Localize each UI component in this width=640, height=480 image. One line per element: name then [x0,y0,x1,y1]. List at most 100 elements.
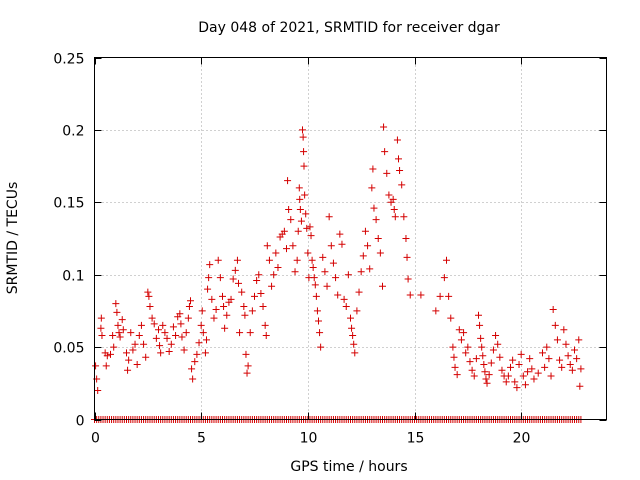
data-point [311,281,319,289]
data-point [507,363,514,371]
data-point [551,321,559,329]
data-point [146,303,154,311]
data-point [381,148,389,156]
data-point [110,343,118,351]
data-point [107,350,114,358]
data-point [236,329,244,337]
data-point [349,332,357,340]
data-point [348,324,356,332]
data-point [309,263,317,271]
data-point [575,336,583,344]
data-point [342,303,350,311]
data-point [478,343,486,351]
data-point [214,256,222,264]
data-point [385,191,393,199]
data-point [299,126,306,134]
data-point [549,305,557,313]
data-point [556,356,564,364]
data-point [243,369,251,377]
data-point [517,350,525,358]
data-point [296,195,304,203]
data-point [233,256,241,264]
data-point [329,259,337,267]
data-point [480,360,488,368]
data-point [145,292,153,300]
data-point [137,321,145,329]
data-point [521,381,529,389]
data-point [398,181,406,189]
data-point [189,375,197,383]
data-point [140,340,148,348]
data-point [524,368,532,376]
data-point [334,291,342,299]
data-point [396,166,404,174]
data-point [115,329,123,337]
data-point [294,227,302,235]
data-point [131,340,139,348]
data-point [285,206,293,214]
data-point [227,295,235,303]
data-point [188,365,196,373]
data-point [319,253,327,261]
data-point [253,276,261,284]
data-point [340,295,348,303]
data-point [182,329,190,337]
data-point [526,355,534,363]
data-point [248,307,256,315]
data-point [447,314,455,322]
data-point [402,235,410,242]
data-point [530,375,538,383]
y-tick-label: 0.1 [62,269,84,285]
data-point [220,303,228,311]
data-point [201,349,209,357]
data-point [440,274,448,282]
data-point [119,326,127,334]
data-point [315,317,322,325]
data-point [332,274,340,282]
data-point [321,268,329,276]
data-point [187,297,194,305]
data-point [306,223,314,231]
data-point [124,366,132,374]
data-point [185,303,193,311]
data-point [251,292,258,300]
data-point [355,288,363,296]
data-point [313,307,321,315]
data-point [165,347,173,355]
data-point [163,334,171,342]
data-point [406,291,414,299]
data-point [344,271,352,279]
data-point [336,230,344,238]
data-point [191,358,199,366]
data-point [475,311,482,319]
data-point [404,275,412,283]
data-point [208,295,216,303]
data-point [284,177,292,185]
data-point [509,356,517,364]
data-point [483,379,491,387]
data-point [543,343,551,351]
data-point [268,282,276,290]
data-point [564,352,572,360]
x-tick-label: 5 [197,431,206,447]
data-point [468,366,476,374]
data-point [566,360,574,368]
data-point [417,291,425,299]
data-point [541,363,549,371]
data-point [238,288,246,296]
data-point [576,382,584,390]
data-point [383,169,391,177]
data-point [316,329,324,337]
data-point [303,224,311,232]
data-point [511,378,519,386]
data-point [92,362,100,370]
data-point [198,307,206,315]
data-point [389,195,397,203]
data-point [312,292,320,300]
data-point [265,256,273,264]
data-point [291,268,299,276]
data-point [457,336,465,344]
data-point [545,355,553,363]
data-point [553,336,561,344]
data-point [528,365,536,373]
